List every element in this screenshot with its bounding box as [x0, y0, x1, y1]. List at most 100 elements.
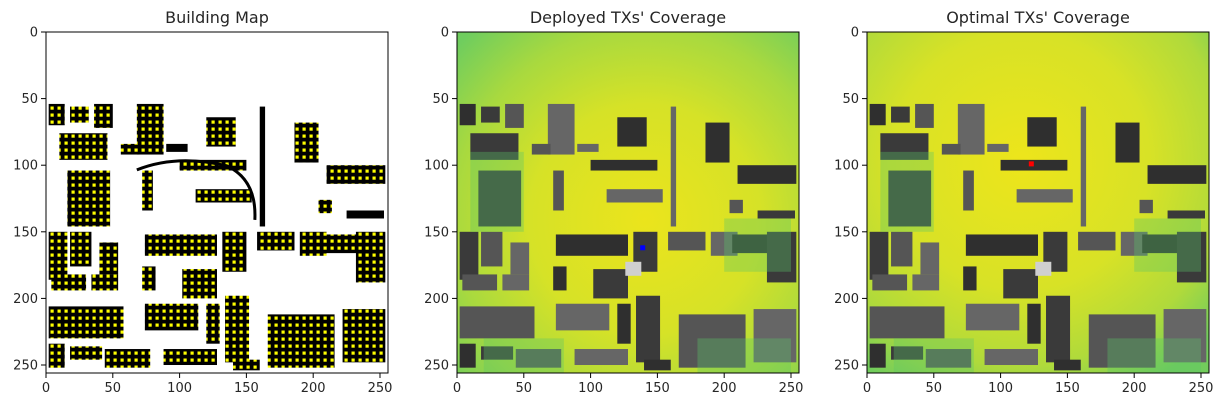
building [737, 165, 797, 184]
plot-area [46, 32, 388, 373]
building [593, 269, 628, 299]
x-ticks: 0 50 100 150 200 250 [42, 373, 393, 396]
panel-title: Building Map [165, 8, 269, 27]
y-tick-label: 250 [424, 359, 449, 374]
building [531, 143, 551, 155]
light-building [625, 261, 642, 276]
tx-marker [1028, 161, 1034, 167]
building-blocks [459, 103, 797, 373]
y-tick-label: 200 [13, 292, 38, 307]
building [225, 295, 250, 363]
building [941, 143, 961, 155]
building [342, 309, 386, 363]
plaza-outline [136, 159, 257, 220]
building [136, 103, 164, 155]
y-tick-label: 250 [834, 359, 859, 374]
building [872, 274, 908, 291]
y-tick-label: 50 [842, 92, 859, 107]
building [1139, 199, 1153, 214]
building [963, 170, 974, 211]
building [1088, 314, 1156, 368]
building [355, 231, 386, 283]
x-ticks: 0 50 100 150 200 250 [453, 373, 803, 396]
building [577, 143, 599, 152]
building-blocks [48, 103, 386, 371]
building [144, 303, 199, 331]
building [142, 266, 156, 291]
x-tick-label: 250 [368, 381, 393, 396]
building [144, 234, 217, 256]
y-ticks: 0 50 100 150 200 250 [13, 26, 46, 374]
building [70, 106, 89, 123]
building [120, 143, 140, 155]
building [555, 303, 610, 331]
building [459, 231, 479, 280]
building [481, 346, 514, 360]
panel-building-map: Building Map 0 50 100 150 200 250 0 50 100 150 20… [13, 8, 392, 396]
building [294, 122, 319, 163]
y-tick-label: 100 [834, 159, 859, 174]
plot-area [867, 32, 1209, 373]
building [59, 133, 108, 160]
y-tick-label: 0 [851, 26, 859, 41]
low-coverage-region [483, 338, 564, 373]
building [182, 269, 217, 299]
panel-deployed-coverage: Deployed TXs' Coverage 0 50 100 150 200 250 0… [424, 8, 803, 396]
building [94, 103, 113, 128]
building [912, 274, 940, 291]
building [206, 117, 236, 147]
building [1080, 106, 1087, 227]
building [869, 343, 886, 368]
building [510, 242, 530, 275]
x-tick-label: 150 [234, 381, 259, 396]
panel-title: Deployed TXs' Coverage [530, 8, 726, 27]
y-tick-label: 200 [424, 292, 449, 307]
y-tick-label: 100 [13, 159, 38, 174]
building [1054, 359, 1081, 371]
building [481, 106, 500, 123]
building [91, 274, 119, 291]
building [617, 117, 647, 147]
building [963, 266, 977, 291]
building [1078, 231, 1116, 251]
building [670, 106, 677, 227]
x-tick-label: 50 [926, 381, 943, 396]
building [163, 349, 217, 366]
building [710, 231, 738, 256]
building [636, 295, 661, 363]
low-coverage-region [1134, 218, 1201, 272]
building [891, 106, 910, 123]
building [48, 103, 65, 126]
x-tick-label: 0 [42, 381, 50, 396]
x-tick-label: 200 [1122, 381, 1147, 396]
building [70, 346, 103, 360]
building [48, 306, 124, 339]
building [705, 122, 730, 163]
building [555, 234, 628, 256]
building [70, 231, 92, 267]
building [590, 159, 658, 171]
building [869, 306, 945, 339]
building [48, 343, 65, 368]
building [222, 231, 247, 272]
x-tick-label: 100 [167, 381, 192, 396]
building [553, 170, 564, 211]
building [505, 103, 524, 128]
building [888, 170, 932, 227]
building-blocks [869, 103, 1207, 373]
building [753, 309, 797, 363]
axes-frame [456, 31, 800, 374]
building [668, 231, 706, 251]
building [729, 199, 743, 214]
x-tick-label: 200 [712, 381, 737, 396]
building [51, 274, 87, 291]
building [925, 349, 972, 368]
low-coverage-region [893, 338, 974, 373]
building [478, 170, 522, 227]
building [1120, 231, 1148, 256]
building [233, 359, 260, 371]
axes-frame [45, 31, 389, 374]
building [880, 133, 929, 160]
building [617, 303, 631, 344]
building [462, 274, 498, 291]
